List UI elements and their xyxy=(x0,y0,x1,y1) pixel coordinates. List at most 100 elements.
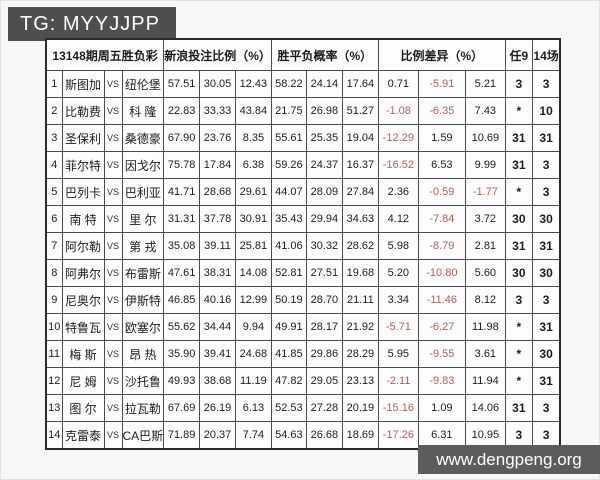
odds-table: 13148期周五胜负彩 新浪投注比例（%） 胜平负概率（%） 比例差异（%） 任… xyxy=(45,38,562,450)
ren9-pick: 3 xyxy=(504,70,533,98)
home-team: 南 特 xyxy=(61,205,105,233)
table-body: 1 斯图加 VS 纽伦堡 57.51 30.05 12.43 58.22 24.14 17.64 0… xyxy=(45,70,561,450)
prob-draw: 28.09 xyxy=(305,178,343,206)
home-team: 克雷泰 xyxy=(61,421,105,450)
bet-loss: 11.19 xyxy=(234,367,272,395)
table-row: 10 特鲁瓦 VS 欧塞尔 55.62 34.44 9.94 49.91 28.17 21.92-… xyxy=(45,313,561,341)
diff-loss: 10.95 xyxy=(464,421,506,450)
bet-win: 67.90 xyxy=(163,124,201,152)
row-number: 8 xyxy=(45,259,63,287)
vs-label: VS xyxy=(103,178,123,206)
table-row: 14 克雷泰 VS CA巴斯 71.89 20.37 7.74 54.63 26.68 18.69… xyxy=(45,421,561,450)
diff-draw: -6.35 xyxy=(417,97,466,125)
diff-loss: 3.61 xyxy=(464,340,506,368)
bet-win: 22.83 xyxy=(163,97,201,125)
bet-loss: 30.91 xyxy=(234,205,272,233)
prob-draw: 24.37 xyxy=(305,151,343,179)
tg-badge: TG: MYYJJPP xyxy=(8,7,176,41)
away-team: 桑德豪 xyxy=(121,124,165,152)
bet-draw: 34.44 xyxy=(199,313,236,341)
bet-win: 71.89 xyxy=(163,421,201,450)
chang14-pick: 31 xyxy=(531,313,561,341)
header-14chang: 14场 xyxy=(531,38,561,71)
prob-win: 49.91 xyxy=(270,313,307,341)
diff-loss: 7.43 xyxy=(464,97,506,125)
vs-label: VS xyxy=(103,367,123,395)
bet-loss: 14.08 xyxy=(234,259,272,287)
away-team: 纽伦堡 xyxy=(121,70,165,98)
diff-loss: 11.94 xyxy=(464,367,506,395)
prob-draw: 29.94 xyxy=(305,205,343,233)
bet-loss: 25.81 xyxy=(234,232,272,260)
bet-win: 41.71 xyxy=(163,178,201,206)
away-team: 沙托鲁 xyxy=(121,367,165,395)
diff-win: 5.95 xyxy=(377,340,419,368)
away-team: 巴利亚 xyxy=(121,178,165,206)
row-number: 6 xyxy=(45,205,63,233)
chang14-pick: 3 xyxy=(531,394,561,422)
diff-draw: -11.46 xyxy=(417,286,466,314)
home-team: 图 尔 xyxy=(61,394,105,422)
vs-label: VS xyxy=(103,205,123,233)
away-team: 科 隆 xyxy=(121,97,165,125)
diff-loss: 5.21 xyxy=(464,70,506,98)
table-row: 8 阿弗尔 VS 布雷斯 47.61 38.31 14.08 52.81 27.51 19.68 5… xyxy=(45,259,561,287)
watermark-bar: www.dengpeng.org xyxy=(418,445,600,474)
prob-draw: 26.68 xyxy=(305,421,343,450)
diff-draw: -8.79 xyxy=(417,232,466,260)
prob-win: 58.22 xyxy=(270,70,307,98)
row-number: 13 xyxy=(45,394,63,422)
bet-loss: 24.68 xyxy=(234,340,272,368)
chang14-pick: 30 xyxy=(531,205,561,233)
header-ren9: 任9 xyxy=(504,38,533,71)
ren9-pick: * xyxy=(504,178,533,206)
home-team: 尼 姆 xyxy=(61,367,105,395)
bet-loss: 8.35 xyxy=(234,124,272,152)
diff-loss: 10.69 xyxy=(464,124,506,152)
table-row: 11 梅 斯 VS 昂 热 35.90 39.41 24.68 41.85 29.86 28.29… xyxy=(45,340,561,368)
row-number: 1 xyxy=(45,70,63,98)
diff-loss: -1.77 xyxy=(464,178,506,206)
diff-draw: -10.80 xyxy=(417,259,466,287)
header-probability: 胜平负概率（%） xyxy=(270,38,379,71)
diff-draw: -9.55 xyxy=(417,340,466,368)
row-number: 5 xyxy=(45,178,63,206)
bet-win: 47.61 xyxy=(163,259,201,287)
table-row: 12 尼 姆 VS 沙托鲁 49.93 38.68 11.19 47.82 29.05 23.13… xyxy=(45,367,561,395)
ren9-pick: 30 xyxy=(504,259,533,287)
table-row: 9 尼奥尔 VS 伊斯特 46.85 40.16 12.99 50.19 28.70 21.11 3… xyxy=(45,286,561,314)
vs-label: VS xyxy=(103,313,123,341)
vs-label: VS xyxy=(103,421,123,450)
home-team: 比勒费 xyxy=(61,97,105,125)
prob-loss: 21.11 xyxy=(341,286,379,314)
bet-win: 46.85 xyxy=(163,286,201,314)
bet-loss: 12.43 xyxy=(234,70,272,98)
bet-draw: 23.76 xyxy=(199,124,236,152)
prob-draw: 27.28 xyxy=(305,394,343,422)
bet-loss: 43.84 xyxy=(234,97,272,125)
header-row: 13148期周五胜负彩 新浪投注比例（%） 胜平负概率（%） 比例差异（%） 任… xyxy=(45,38,561,71)
chang14-pick: 3 xyxy=(531,151,561,179)
bet-draw: 37.78 xyxy=(199,205,236,233)
bet-loss: 29.61 xyxy=(234,178,272,206)
diff-win: 0.71 xyxy=(377,70,419,98)
bet-draw: 20.37 xyxy=(199,421,236,450)
prob-win: 44.07 xyxy=(270,178,307,206)
row-number: 3 xyxy=(45,124,63,152)
chang14-pick: 3 xyxy=(531,70,561,98)
row-number: 12 xyxy=(45,367,63,395)
prob-draw: 24.14 xyxy=(305,70,343,98)
away-team: 昂 热 xyxy=(121,340,165,368)
table-row: 5 巴列卡 VS 巴利亚 41.71 28.68 29.61 44.07 28.09 27.84 2… xyxy=(45,178,561,206)
prob-win: 52.53 xyxy=(270,394,307,422)
bet-draw: 30.05 xyxy=(199,70,236,98)
away-team: 里 尔 xyxy=(121,205,165,233)
vs-label: VS xyxy=(103,97,123,125)
diff-draw: -5.91 xyxy=(417,70,466,98)
prob-draw: 29.05 xyxy=(305,367,343,395)
diff-draw: 1.59 xyxy=(417,124,466,152)
bet-draw: 38.68 xyxy=(199,367,236,395)
diff-draw: 6.31 xyxy=(417,421,466,450)
diff-loss: 14.06 xyxy=(464,394,506,422)
row-number: 2 xyxy=(45,97,63,125)
